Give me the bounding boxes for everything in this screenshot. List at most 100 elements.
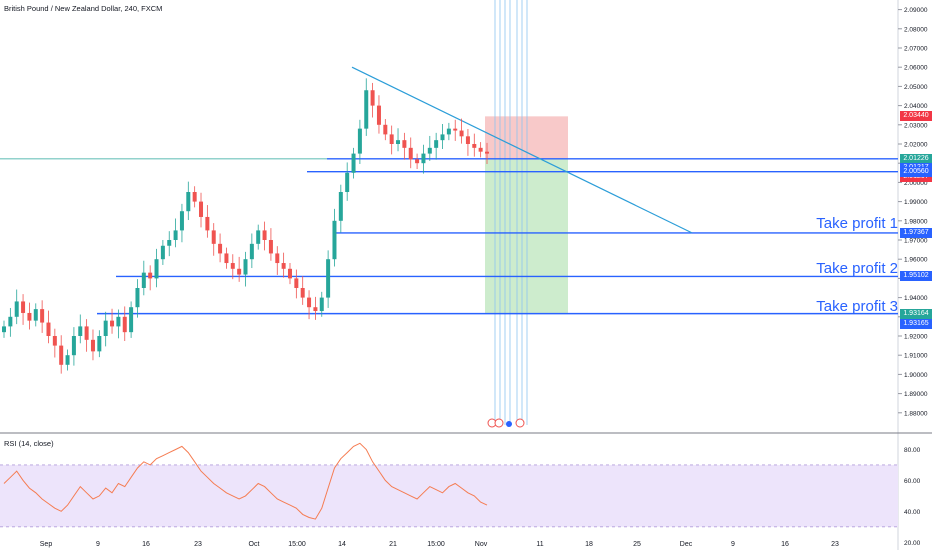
y-tick-label: 1.96000 [904, 257, 928, 264]
chart-title: British Pound / New Zealand Dollar, 240,… [4, 4, 163, 13]
candle-body [351, 153, 356, 173]
x-tick-label: 9 [731, 541, 735, 548]
candle-body [78, 326, 83, 336]
candle-body [122, 316, 127, 333]
trend-line [351, 66, 693, 234]
candle-body [116, 316, 121, 327]
y-tick-label: 2.06000 [904, 65, 928, 72]
event-marker [515, 418, 525, 428]
candle-body [46, 322, 51, 336]
y-tick-label: 1.97000 [904, 238, 928, 245]
price-tag: 1.93164 [900, 308, 932, 319]
candle-body [307, 297, 312, 308]
candle-body [383, 124, 388, 135]
candle-body [472, 144, 477, 148]
take-profit-zone [485, 159, 568, 314]
y-tick-label: 2.08000 [904, 26, 928, 33]
y-tick-label: 1.92000 [904, 334, 928, 341]
candle-body [141, 272, 146, 288]
x-tick-label: 9 [96, 541, 100, 548]
candle-body [173, 230, 178, 240]
x-tick-label: Dec [680, 541, 693, 548]
candle-body [459, 130, 464, 137]
candle-body [465, 136, 470, 144]
candle-body [427, 147, 432, 154]
candle-body [154, 259, 159, 279]
candle-body [230, 263, 235, 269]
x-tick-label: 16 [781, 541, 789, 548]
candle-body [40, 309, 45, 323]
x-tick-label: Sep [40, 541, 53, 548]
x-tick-label: Nov [475, 541, 488, 548]
candle-body [313, 307, 318, 312]
candle-body [179, 211, 184, 231]
candle-body [319, 297, 324, 312]
candle-body [211, 230, 216, 244]
y-tick-label: 2.07000 [904, 46, 928, 53]
candle-body [33, 309, 38, 321]
x-tick-label: 15:00 [427, 541, 445, 548]
candle-body [421, 153, 426, 164]
candle-body [389, 134, 394, 144]
candle-body [262, 230, 267, 240]
candle-body [97, 336, 102, 352]
candle-body [160, 245, 165, 260]
candle-body [90, 339, 95, 352]
rsi-title: RSI (14, close) [4, 439, 54, 448]
candle-body [2, 326, 6, 333]
candle-body [148, 272, 153, 279]
x-tick-label: Oct [249, 541, 260, 548]
x-tick-label: 21 [389, 541, 397, 548]
x-tick-label: 23 [831, 541, 839, 548]
x-tick-label: 16 [142, 541, 150, 548]
y-tick-label: 1.88000 [904, 410, 928, 417]
candle-body [332, 220, 337, 260]
x-tick-label: 18 [585, 541, 593, 548]
candle-body [192, 192, 197, 202]
take-profit-1-label: Take profit 1 [816, 215, 898, 232]
candle-body [199, 201, 204, 217]
candle-body [167, 240, 172, 246]
x-tick-label: 25 [633, 541, 641, 548]
candle-body [402, 140, 407, 148]
candle-body [440, 134, 445, 141]
candle-body [345, 172, 350, 192]
price-tag: 1.97367 [900, 227, 932, 238]
candle-body [103, 320, 108, 336]
price-tag: 1.93165 [900, 318, 932, 329]
y-tick-label: 2.04000 [904, 103, 928, 110]
candle-body [8, 316, 13, 327]
candle-body [205, 216, 210, 231]
candle-body [396, 140, 401, 144]
y-tick-label: 1.99000 [904, 199, 928, 206]
rsi-tick-label: 40.00 [904, 509, 921, 516]
y-tick-label: 2.05000 [904, 84, 928, 91]
take-profit-3-label: Take profit 3 [816, 298, 898, 315]
candle-body [357, 128, 362, 154]
candle-body [129, 307, 134, 333]
candle-body [21, 301, 26, 313]
candle-body [65, 355, 70, 365]
x-tick-label: 23 [194, 541, 202, 548]
candle-body [408, 147, 413, 160]
candle-body [376, 105, 381, 125]
rsi-tick-label: 60.00 [904, 478, 921, 485]
y-tick-label: 2.09000 [904, 7, 928, 14]
candle-body [275, 253, 280, 264]
candle-body [218, 243, 223, 254]
candle-body [186, 192, 191, 212]
price-tag: 1.95102 [900, 271, 932, 282]
price-tag: 2.03440 [900, 111, 932, 122]
candle-body [52, 336, 57, 346]
candle-body [268, 240, 273, 254]
candle-body [110, 320, 115, 327]
x-tick-label: 11 [536, 541, 543, 548]
candle-body [243, 259, 248, 275]
candle-body [84, 326, 89, 340]
candle-body [281, 263, 286, 269]
candle-body [27, 312, 32, 321]
candle-body [415, 159, 420, 164]
candle-body [326, 259, 331, 298]
candle-body [294, 278, 299, 288]
